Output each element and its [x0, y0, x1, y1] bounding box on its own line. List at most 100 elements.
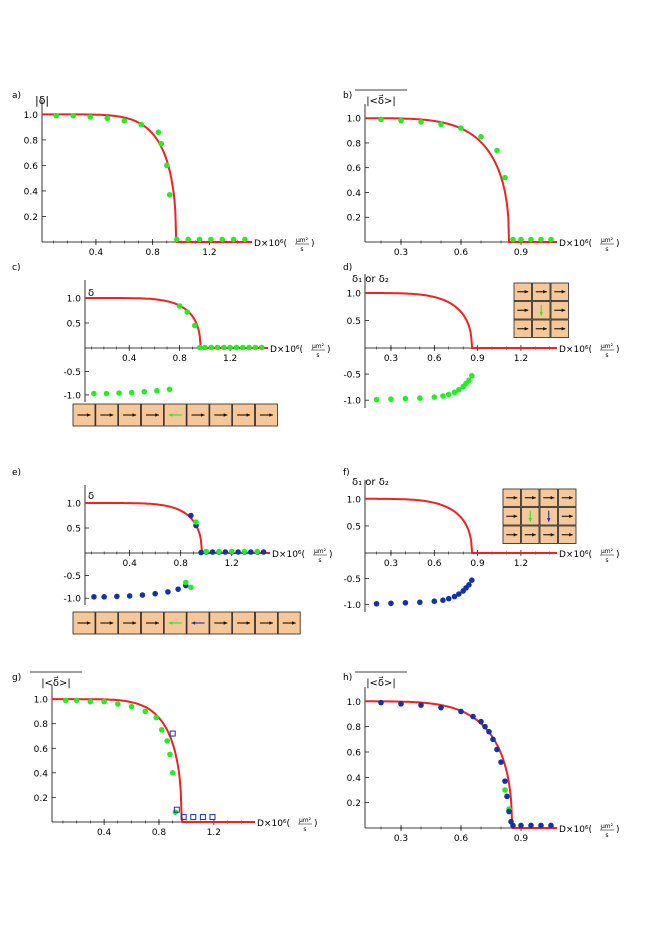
x-tick-label: 0.8: [152, 828, 167, 838]
y-tick-label: 0.4: [24, 187, 39, 197]
x-tick-label: 1.2: [207, 828, 221, 838]
data-point-blue: [451, 593, 458, 600]
fit-curve: [42, 113, 252, 243]
arrow-head: [513, 533, 518, 537]
x-tick-label: 0.6: [454, 834, 469, 844]
y-tick-label: 0.8: [34, 720, 49, 730]
data-point-blue: [482, 723, 488, 730]
x-axis-label-close: ): [329, 550, 333, 560]
data-point-blue: [188, 512, 194, 519]
y-tick-label: -0.5: [343, 371, 361, 381]
arrow-head: [569, 533, 573, 537]
arrow-head: [524, 290, 529, 294]
panel-label: b): [343, 91, 352, 101]
x-tick-label: 0.8: [174, 559, 189, 569]
data-point-blue: [490, 736, 496, 743]
data-point-blue: [431, 598, 438, 605]
x-tick-label: 0.8: [172, 354, 187, 364]
data-point-green: [214, 344, 221, 351]
x-unit-denominator: s: [605, 832, 608, 839]
panel-label: c): [12, 263, 20, 273]
data-point-blue: [209, 814, 216, 821]
x-tick-label: 0.3: [384, 354, 398, 364]
data-point-green: [196, 236, 203, 243]
y-tick-label: 0.2: [347, 214, 361, 224]
y-tick-label: 0.4: [34, 769, 49, 779]
data-point-green: [219, 236, 226, 243]
data-point-blue: [486, 728, 492, 735]
data-point-green: [431, 394, 438, 400]
data-point-green: [138, 121, 145, 128]
data-point-blue: [190, 814, 197, 821]
data-point-blue: [173, 806, 180, 813]
panel-label: d): [343, 263, 352, 273]
x-tick-label: 0.3: [384, 559, 398, 569]
data-point-blue: [518, 822, 524, 829]
panel-label: h): [343, 673, 352, 683]
data-point-blue: [260, 549, 267, 555]
data-point-green: [254, 548, 261, 555]
arrow-head: [223, 413, 228, 417]
data-point-blue: [235, 549, 241, 555]
arrow-head: [168, 413, 173, 417]
data-point-green: [440, 393, 446, 399]
arrow-head: [246, 413, 251, 417]
data-point-green: [456, 386, 462, 393]
data-point-green: [87, 114, 94, 120]
data-point-green: [418, 119, 424, 125]
x-unit-numerator: μm²: [601, 548, 614, 555]
data-point-green: [202, 344, 208, 351]
y-tick-label: 0.6: [347, 749, 362, 759]
arrow-head: [513, 514, 518, 518]
x-tick-label: 1.2: [514, 559, 528, 569]
data-point-green: [166, 191, 173, 198]
data-point-blue: [498, 759, 504, 765]
x-axis-label: D×10⁶(: [559, 825, 592, 835]
x-axis-label-close: ): [616, 550, 620, 560]
data-point-green: [142, 708, 149, 715]
data-point-blue: [169, 730, 176, 737]
data-point-green: [417, 395, 423, 401]
fit-curve: [365, 497, 557, 554]
data-point-green: [242, 236, 248, 243]
data-point-green: [518, 236, 524, 243]
data-point-green: [252, 344, 259, 351]
data-point-blue: [101, 594, 107, 600]
arrow-head: [528, 518, 532, 522]
data-point-green: [373, 396, 380, 403]
data-point-green: [173, 236, 180, 243]
y-tick-label: 0.8: [347, 139, 362, 149]
data-point-green: [438, 121, 444, 128]
data-point-blue: [114, 593, 120, 600]
y-tick-label: -1.0: [63, 391, 81, 401]
x-axis-label: D×10⁶(: [254, 239, 287, 249]
data-point-blue: [458, 708, 464, 715]
x-unit-numerator: μm²: [601, 343, 614, 350]
y-tick-label: 1.0: [24, 111, 39, 121]
fit-curve: [365, 292, 557, 349]
data-point-green: [153, 714, 160, 721]
data-point-green: [528, 236, 534, 243]
y-tick-label: 0.8: [347, 723, 362, 733]
chart-panel-e: e) 0.4 0.8 1.2 -1.0 -0.5 0.5 1.0 δ D×10⁶(μm² s): [12, 468, 333, 635]
data-point-green: [169, 770, 176, 776]
panel-label: g): [12, 673, 21, 683]
y-axis-label: δ₁ or δ₂: [352, 274, 389, 285]
data-point-green: [176, 303, 183, 309]
data-point-green: [388, 396, 394, 402]
chart-panel-g: g) 0.4 0.8 1.2 0.2 0.4 0.6 0.8 1.0 |<δ⃗>| D×10⁶(μm…: [12, 671, 318, 838]
data-point-green: [230, 236, 237, 243]
data-point-blue: [388, 600, 394, 607]
data-point-green: [402, 395, 409, 402]
panel-label: a): [12, 91, 21, 101]
chart-panel-h: h) 0.3 0.6 0.9 0.2 0.4 0.6 0.8 1.0 |<δ⃗>| D×10⁶(μm…: [343, 671, 620, 844]
data-point-green: [164, 738, 171, 744]
y-tick-label: 0.2: [24, 213, 38, 223]
data-point-green: [451, 389, 458, 396]
data-point-green: [128, 703, 135, 710]
data-point-green: [103, 390, 110, 397]
data-point-green: [154, 387, 160, 394]
data-point-blue: [198, 549, 204, 556]
data-point-blue: [538, 822, 544, 829]
y-tick-label: 0.6: [347, 164, 362, 174]
